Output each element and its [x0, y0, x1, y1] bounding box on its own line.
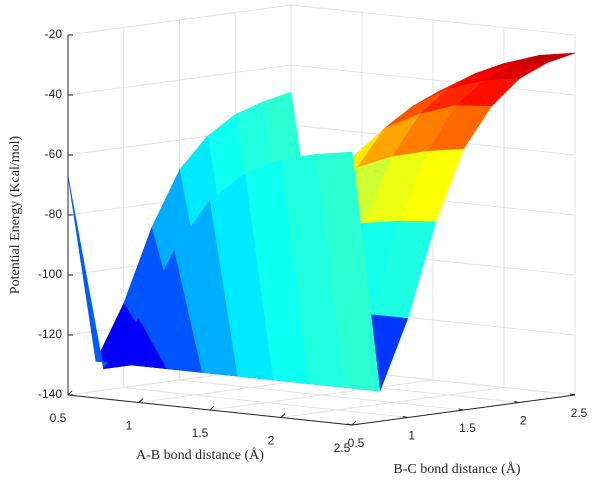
tick-mark [351, 420, 357, 426]
x-tick-label: 1 [126, 419, 133, 433]
z-tick-label: -20 [45, 27, 63, 41]
tick-mark [514, 401, 520, 403]
x-tick-label: 2 [268, 434, 275, 448]
z-tick-label: -140 [38, 387, 62, 401]
y-tick-label: 1.5 [459, 421, 476, 435]
x-tick-label: 1.5 [192, 426, 209, 440]
z-tick-label: -60 [45, 147, 63, 161]
surface-patch [316, 151, 381, 392]
tick-mark [280, 413, 286, 418]
tick-mark [67, 390, 73, 396]
tick-mark [402, 416, 408, 418]
axes: -140-120-100-80-60-40-200.511.522.50.511… [38, 27, 588, 455]
y-tick-label: 1 [408, 429, 415, 443]
tick-mark [138, 398, 144, 403]
z-tick-label: -120 [38, 327, 62, 341]
z-tick-label: -40 [45, 87, 63, 101]
x-tick-label: 0.5 [50, 411, 67, 425]
y-axis-label: B-C bond distance (Å) [393, 461, 520, 477]
z-axis-label: Potential Energy (Kcal/mol) [8, 135, 23, 294]
y-tick-label: 0.5 [348, 436, 365, 450]
x-tick-label: 2.5 [334, 441, 351, 455]
grid-line [123, 387, 408, 418]
grid-line [179, 379, 464, 411]
z-tick-label: -100 [38, 267, 62, 281]
z-tick-label: -80 [45, 207, 63, 221]
tick-mark [346, 423, 353, 426]
surface [67, 52, 576, 392]
y-tick-label: 2 [520, 414, 527, 428]
tick-mark [209, 405, 215, 411]
tick-mark [569, 393, 576, 396]
tick-mark [458, 408, 464, 411]
x-axis-label: A-B bond distance (Å) [136, 447, 264, 463]
y-tick-label: 2.5 [571, 406, 588, 420]
